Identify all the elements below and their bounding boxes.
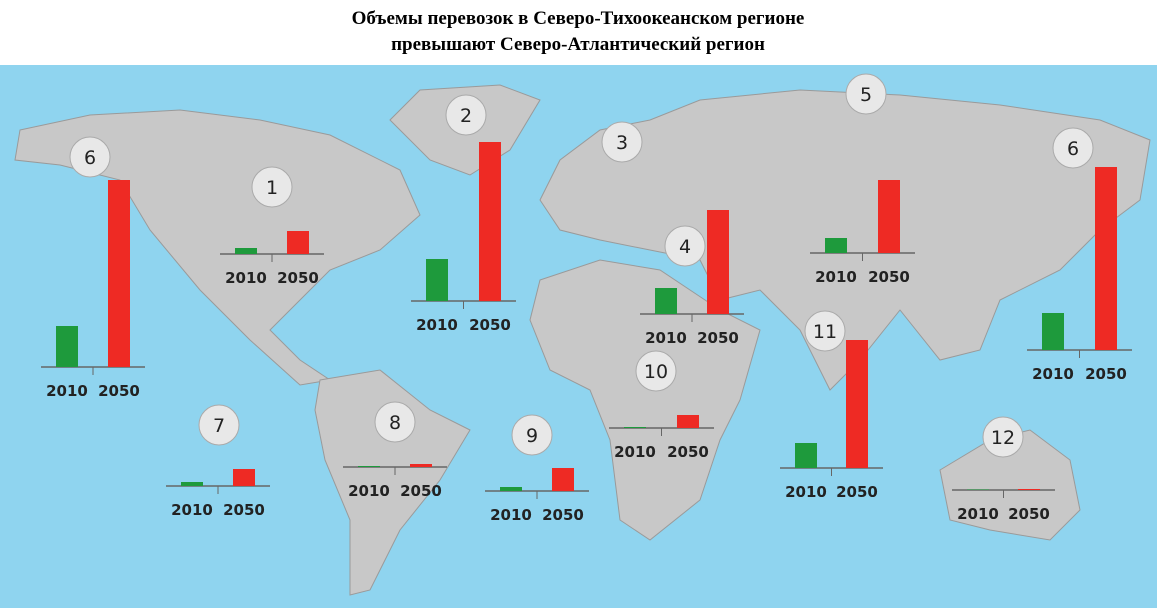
badge-circle bbox=[804, 310, 846, 352]
badge-label: 6 bbox=[84, 147, 96, 169]
badge-circle bbox=[198, 404, 240, 446]
bar bbox=[795, 443, 817, 468]
category-label: 2010 bbox=[614, 443, 656, 461]
category-label: 2050 bbox=[868, 268, 910, 286]
category-label: 2050 bbox=[98, 382, 140, 400]
badge-label: 11 bbox=[813, 321, 837, 343]
africa bbox=[529, 259, 761, 541]
badge-label: 7 bbox=[213, 415, 225, 437]
bar bbox=[358, 466, 380, 467]
badge-circle bbox=[982, 416, 1024, 458]
bar bbox=[825, 238, 847, 253]
category-label: 2050 bbox=[400, 482, 442, 500]
title-line: Объемы перевозок в Северо-Тихоокеанском … bbox=[352, 8, 805, 29]
badge-circle bbox=[445, 94, 487, 136]
category-label: 2010 bbox=[957, 505, 999, 523]
bar bbox=[56, 326, 78, 367]
category-label: 2010 bbox=[225, 269, 267, 287]
badge-circle bbox=[511, 414, 553, 456]
badge-circle bbox=[374, 401, 416, 443]
bar bbox=[181, 482, 203, 486]
badge-label: 2 bbox=[460, 105, 472, 127]
bar bbox=[677, 415, 699, 428]
category-label: 2010 bbox=[815, 268, 857, 286]
category-label: 2050 bbox=[1085, 365, 1127, 383]
badge-circle bbox=[845, 73, 887, 115]
bar bbox=[967, 489, 989, 490]
bar bbox=[426, 259, 448, 301]
badge-circle bbox=[69, 136, 111, 178]
category-label: 2010 bbox=[416, 316, 458, 334]
bar bbox=[846, 340, 868, 468]
badge-label: 10 bbox=[644, 361, 668, 383]
category-label: 2050 bbox=[277, 269, 319, 287]
bar bbox=[287, 231, 309, 254]
category-label: 2050 bbox=[697, 329, 739, 347]
badge-circle bbox=[601, 121, 643, 163]
south-america bbox=[314, 369, 471, 596]
category-label: 2010 bbox=[348, 482, 390, 500]
category-label: 2050 bbox=[836, 483, 878, 501]
bar bbox=[1095, 167, 1117, 350]
badge-label: 9 bbox=[526, 425, 538, 447]
badge-circle bbox=[251, 166, 293, 208]
badge-label: 8 bbox=[389, 412, 401, 434]
badge-label: 5 bbox=[860, 84, 872, 106]
bar bbox=[108, 180, 130, 367]
bar bbox=[479, 142, 501, 301]
badge-label: 4 bbox=[679, 236, 691, 258]
category-label: 2010 bbox=[1032, 365, 1074, 383]
category-label: 2050 bbox=[667, 443, 709, 461]
bar bbox=[707, 210, 729, 314]
category-label: 2050 bbox=[1008, 505, 1050, 523]
category-label: 2010 bbox=[490, 506, 532, 524]
category-label: 2010 bbox=[46, 382, 88, 400]
bar bbox=[878, 180, 900, 253]
bar bbox=[655, 288, 677, 314]
title-line: превышают Северо-Атлантический регион bbox=[391, 34, 765, 55]
bar bbox=[235, 248, 257, 254]
category-label: 2010 bbox=[785, 483, 827, 501]
bar bbox=[1018, 489, 1040, 490]
badge-label: 6 bbox=[1067, 138, 1079, 160]
badge-label: 12 bbox=[991, 427, 1015, 449]
bar bbox=[500, 487, 522, 491]
bar bbox=[410, 464, 432, 467]
badge-circle bbox=[635, 350, 677, 392]
category-label: 2010 bbox=[171, 501, 213, 519]
category-label: 2050 bbox=[469, 316, 511, 334]
category-label: 2010 bbox=[645, 329, 687, 347]
bar bbox=[552, 468, 574, 491]
category-label: 2050 bbox=[223, 501, 265, 519]
category-label: 2050 bbox=[542, 506, 584, 524]
badge-label: 3 bbox=[616, 132, 628, 154]
bar bbox=[624, 427, 646, 428]
badge-label: 1 bbox=[266, 177, 278, 199]
badge-circle bbox=[664, 225, 706, 267]
bar bbox=[233, 469, 255, 486]
badge-circle bbox=[1052, 127, 1094, 169]
bar bbox=[1042, 313, 1064, 350]
